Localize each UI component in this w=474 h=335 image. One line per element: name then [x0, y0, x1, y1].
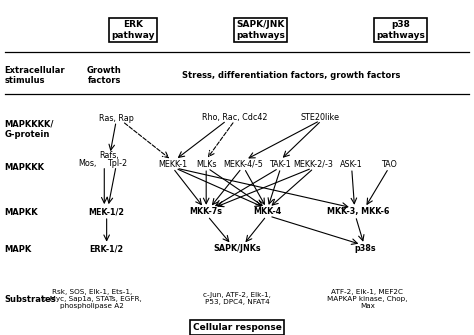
Text: MEKK-2/-3: MEKK-2/-3	[293, 160, 333, 169]
Text: Cellular response: Cellular response	[192, 323, 282, 332]
Text: MKK-3, MKK-6: MKK-3, MKK-6	[327, 207, 389, 216]
Text: MEK-1/2: MEK-1/2	[89, 207, 125, 216]
Text: MAPKKK: MAPKKK	[5, 163, 45, 172]
Text: SAPK/JNKs: SAPK/JNKs	[213, 244, 261, 253]
Text: Rsk, SOS, Elk-1, Ets-1,
c-Myc, Sap1a, STATs, EGFR,
phospholipase A2: Rsk, SOS, Elk-1, Ets-1, c-Myc, Sap1a, ST…	[43, 289, 142, 309]
Text: ERK-1/2: ERK-1/2	[90, 244, 124, 253]
Text: SAPK/JNK
pathways: SAPK/JNK pathways	[236, 20, 285, 40]
Text: MKK-4: MKK-4	[254, 207, 282, 216]
Text: Stress, differentiation factors, growth factors: Stress, differentiation factors, growth …	[182, 71, 401, 80]
Text: ATF-2, Elk-1, MEF2C
MAPKAP kinase, Chop,
Max: ATF-2, Elk-1, MEF2C MAPKAP kinase, Chop,…	[327, 289, 408, 309]
Text: c-Jun, ATF-2, Elk-1,
P53, DPC4, NFAT4: c-Jun, ATF-2, Elk-1, P53, DPC4, NFAT4	[203, 292, 271, 305]
Text: ERK
pathway: ERK pathway	[111, 20, 155, 40]
Text: Substrates: Substrates	[5, 295, 56, 304]
Text: STE20like: STE20like	[301, 114, 339, 122]
Text: MEKK-4/-5: MEKK-4/-5	[223, 160, 263, 169]
Text: TAO: TAO	[381, 160, 397, 169]
Text: MKK-7s: MKK-7s	[190, 207, 223, 216]
Text: Extracellular
stimulus: Extracellular stimulus	[5, 66, 65, 85]
Text: TAK-1: TAK-1	[269, 160, 291, 169]
Text: MEKK-1: MEKK-1	[158, 160, 188, 169]
Text: Mos,: Mos,	[79, 159, 97, 168]
Text: MAPKK: MAPKK	[5, 208, 38, 217]
Text: Ras, Rap: Ras, Rap	[99, 115, 134, 123]
Text: ASK-1: ASK-1	[340, 160, 363, 169]
Text: Rho, Rac, Cdc42: Rho, Rac, Cdc42	[202, 114, 267, 122]
Text: p38
pathways: p38 pathways	[376, 20, 425, 40]
Text: Tpl-2: Tpl-2	[108, 159, 128, 168]
Text: p38s: p38s	[354, 244, 376, 253]
Text: Rafs,: Rafs,	[99, 151, 119, 160]
Text: Growth
factors: Growth factors	[87, 66, 122, 85]
Text: MAPK: MAPK	[5, 245, 32, 254]
Text: MAPKKKK/
G-protein: MAPKKKK/ G-protein	[5, 119, 54, 139]
Text: MLKs: MLKs	[196, 160, 217, 169]
